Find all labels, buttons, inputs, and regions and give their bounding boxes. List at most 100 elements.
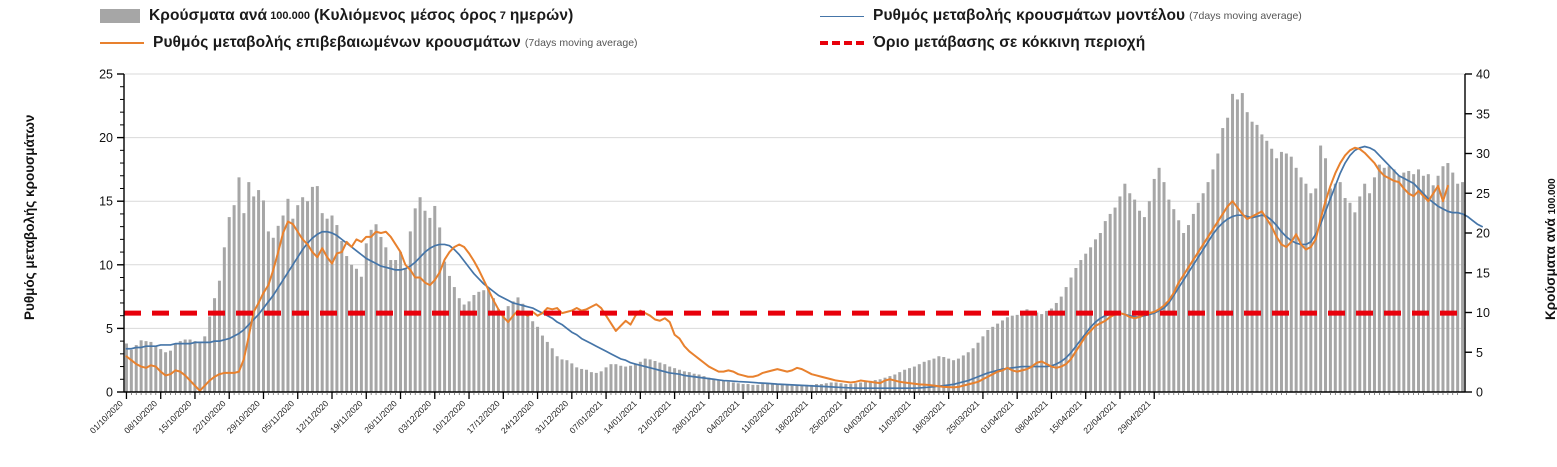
bar bbox=[575, 367, 579, 392]
y-tick-label-right: 15 bbox=[1476, 266, 1490, 280]
bar bbox=[565, 360, 569, 392]
bar bbox=[903, 369, 907, 392]
y-tick-label-left: 0 bbox=[106, 386, 113, 400]
x-tick-label: 31/12/2020 bbox=[533, 398, 570, 435]
bar bbox=[428, 217, 432, 392]
bar bbox=[1343, 198, 1347, 392]
bar bbox=[423, 210, 427, 392]
bar bbox=[1040, 314, 1044, 392]
bar bbox=[722, 380, 726, 392]
bar bbox=[1045, 310, 1049, 392]
y-tick-label-right: 35 bbox=[1476, 107, 1490, 121]
bar bbox=[1059, 296, 1063, 392]
bar bbox=[545, 341, 549, 392]
bar bbox=[790, 385, 794, 392]
bar bbox=[1030, 315, 1034, 392]
bar bbox=[775, 384, 779, 392]
bar bbox=[1128, 193, 1132, 392]
bar bbox=[726, 381, 730, 392]
bar bbox=[1113, 207, 1117, 392]
bar bbox=[570, 363, 574, 392]
bar bbox=[354, 268, 358, 392]
bar bbox=[971, 348, 975, 392]
bar bbox=[227, 217, 231, 392]
bar bbox=[1412, 174, 1416, 392]
chart-legend: Κρούσματα ανά 100.000 (Κυλιόμενος μέσος … bbox=[0, 0, 1557, 62]
bar bbox=[687, 372, 691, 393]
bar bbox=[526, 313, 530, 392]
bar bbox=[198, 342, 202, 392]
x-tick-label: 21/01/2021 bbox=[636, 398, 673, 435]
bar bbox=[315, 186, 319, 392]
bar bbox=[609, 364, 613, 392]
x-tick-label: 08/04/2021 bbox=[1013, 398, 1050, 435]
bar bbox=[888, 376, 892, 392]
bar bbox=[173, 344, 177, 392]
x-tick-label: 04/03/2021 bbox=[841, 398, 878, 435]
bar bbox=[188, 339, 192, 392]
bar bbox=[1035, 312, 1039, 392]
bar bbox=[286, 198, 290, 392]
bar bbox=[550, 348, 554, 392]
bar bbox=[364, 243, 368, 392]
bar bbox=[1049, 308, 1053, 392]
bar bbox=[560, 359, 564, 392]
bar bbox=[594, 372, 598, 392]
x-tick-label: 05/11/2020 bbox=[259, 398, 296, 435]
bar bbox=[1294, 167, 1298, 392]
bar bbox=[487, 287, 491, 392]
bar bbox=[516, 297, 520, 392]
bar bbox=[492, 298, 496, 392]
bar bbox=[183, 339, 187, 392]
legend-label-bars-unit: 100.000 bbox=[270, 10, 310, 22]
bar bbox=[506, 306, 510, 392]
legend-label-bars-suffix: (Κυλιόμενος μέσος όρος bbox=[313, 7, 497, 24]
legend-label-threshold: Όριο μετάβασης σε κόκκινη περιοχή bbox=[873, 34, 1146, 51]
bar bbox=[677, 369, 681, 392]
bar bbox=[1118, 196, 1122, 392]
bar bbox=[501, 314, 505, 392]
line-path bbox=[125, 146, 1449, 392]
bar bbox=[638, 361, 642, 392]
y-tick-label-right: 40 bbox=[1476, 68, 1490, 82]
x-tick-label: 11/02/2021 bbox=[739, 398, 776, 435]
bar bbox=[1363, 183, 1367, 392]
bar bbox=[1255, 124, 1259, 392]
bar bbox=[819, 384, 823, 392]
bar bbox=[859, 382, 863, 392]
bar bbox=[1338, 182, 1342, 392]
bar bbox=[653, 361, 657, 392]
x-tick-label: 10/12/2020 bbox=[430, 398, 467, 435]
bar bbox=[472, 295, 476, 392]
bar bbox=[937, 356, 941, 392]
bar bbox=[1421, 175, 1425, 392]
bar bbox=[1177, 220, 1181, 392]
bar bbox=[1397, 175, 1401, 392]
y-tick-label-right: 30 bbox=[1476, 147, 1490, 161]
bar bbox=[1138, 210, 1142, 392]
bar bbox=[717, 380, 721, 392]
bar bbox=[310, 186, 314, 392]
bar bbox=[1333, 183, 1337, 392]
bar bbox=[1025, 309, 1029, 392]
bar bbox=[496, 309, 500, 392]
bar bbox=[1387, 166, 1391, 392]
bar bbox=[1235, 99, 1239, 392]
bar bbox=[668, 366, 672, 392]
bar bbox=[1020, 312, 1024, 392]
y-tick-label-right: 10 bbox=[1476, 306, 1490, 320]
bar bbox=[389, 260, 393, 392]
bar bbox=[1089, 247, 1093, 392]
bar bbox=[1446, 163, 1450, 392]
bar bbox=[942, 357, 946, 392]
x-tick-label: 08/10/2020 bbox=[122, 398, 159, 435]
bar bbox=[956, 358, 960, 392]
bar bbox=[785, 384, 789, 392]
bar bbox=[1265, 140, 1269, 392]
bar bbox=[1284, 153, 1288, 392]
bar bbox=[1426, 174, 1430, 392]
bar bbox=[805, 384, 809, 392]
bar bbox=[1211, 169, 1215, 392]
bar bbox=[893, 374, 897, 392]
